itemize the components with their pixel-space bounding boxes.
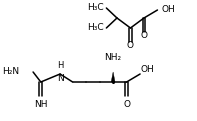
Text: O: O: [123, 100, 130, 109]
Text: H₃C: H₃C: [87, 4, 103, 12]
Text: H₂N: H₂N: [2, 68, 20, 76]
Text: OH: OH: [140, 65, 154, 75]
Text: NH₂: NH₂: [105, 53, 122, 62]
Text: N: N: [57, 74, 63, 83]
Text: H₃C: H₃C: [87, 23, 103, 33]
Text: O: O: [127, 42, 134, 50]
Text: H: H: [57, 61, 63, 70]
Text: O: O: [140, 31, 148, 41]
Text: NH: NH: [34, 100, 47, 109]
Polygon shape: [111, 72, 115, 82]
Text: OH: OH: [161, 5, 175, 15]
